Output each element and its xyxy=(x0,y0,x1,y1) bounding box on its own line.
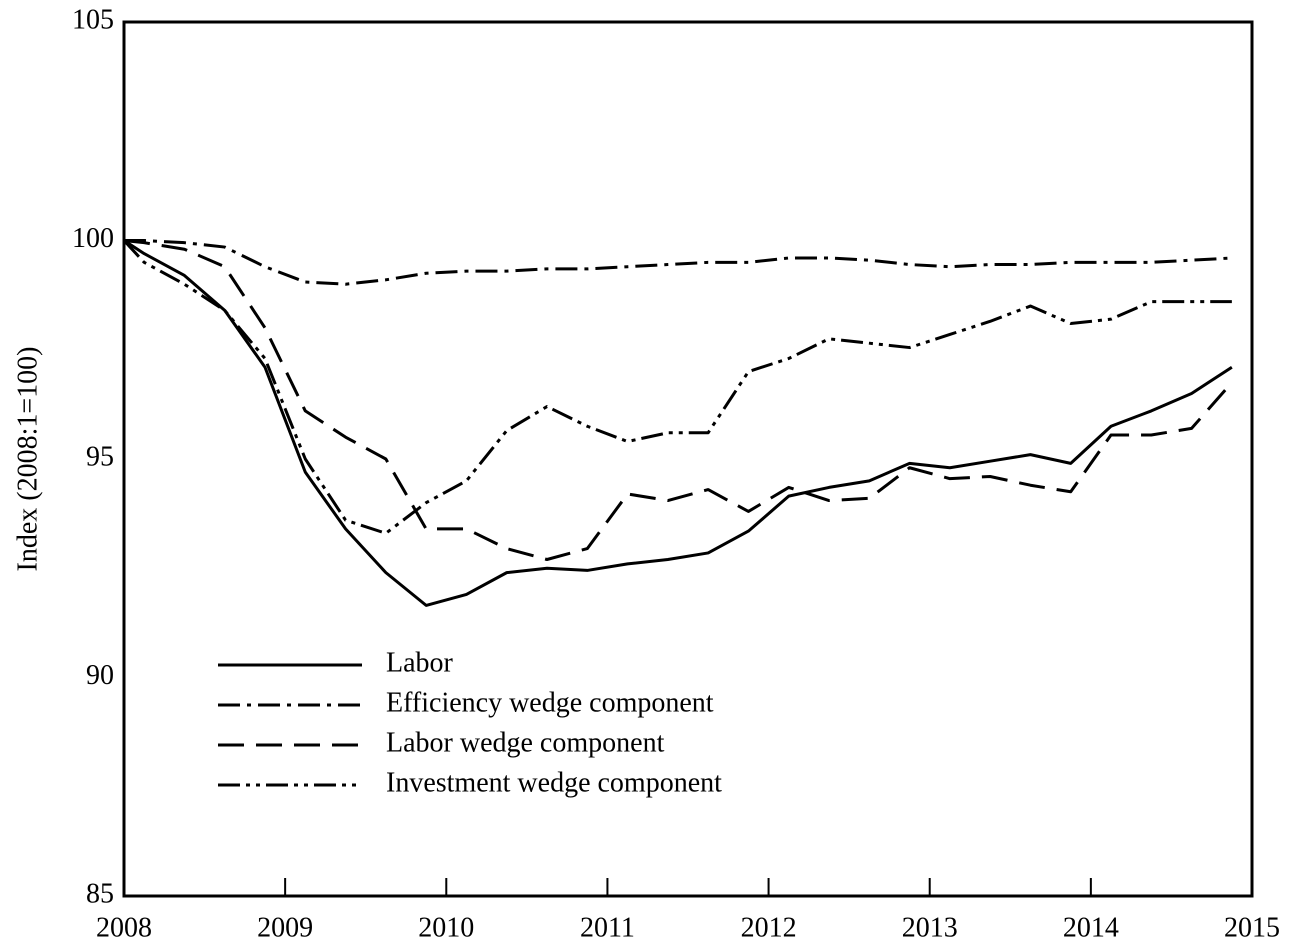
legend-label: Labor xyxy=(386,647,454,678)
x-tick-label: 2008 xyxy=(96,912,152,943)
series-line xyxy=(123,239,1233,562)
plot-frame xyxy=(122,20,1254,898)
series-line xyxy=(122,239,1232,535)
y-tick-label: 85 xyxy=(86,878,114,909)
y-tick-label: 95 xyxy=(86,441,114,472)
legend-label: Efficiency wedge component xyxy=(386,687,714,718)
x-tick-label: 2009 xyxy=(257,912,313,943)
x-tick-label: 2011 xyxy=(580,912,635,943)
y-tick-label: 105 xyxy=(72,4,114,35)
y-tick-label: 90 xyxy=(86,660,114,691)
x-tick-label: 2014 xyxy=(1063,912,1119,943)
x-tick-label: 2012 xyxy=(741,912,797,943)
y-axis-label: Index (2008:1=100) xyxy=(12,347,43,572)
series-line xyxy=(123,239,1233,607)
legend-label: Investment wedge component xyxy=(386,767,722,798)
series-line xyxy=(124,239,1232,286)
x-tick-label: 2015 xyxy=(1224,912,1280,943)
legend-label: Labor wedge component xyxy=(386,727,665,758)
x-tick-label: 2013 xyxy=(902,912,958,943)
y-tick-label: 100 xyxy=(72,223,114,254)
x-tick-label: 2010 xyxy=(418,912,474,943)
